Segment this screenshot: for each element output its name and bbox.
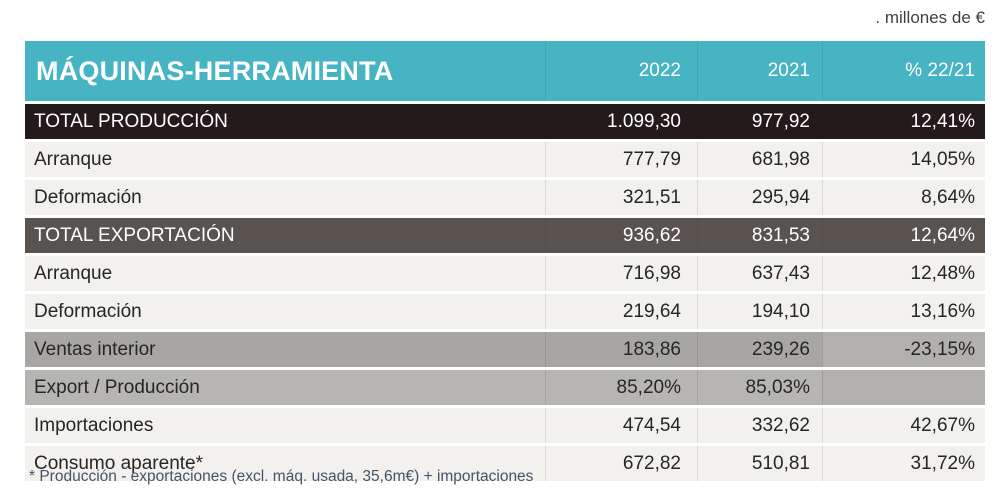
table-row-ventas-interior: Ventas interior 183,86 239,26 -23,15%: [25, 332, 985, 367]
value-pct-cell: 14,05%: [822, 142, 985, 177]
value-2021-cell: 637,43: [697, 256, 822, 291]
value-pct-cell: 12,41%: [822, 104, 985, 139]
column-header-2022: 2022: [545, 41, 697, 101]
table-row-total-produccion: TOTAL PRODUCCIÓN 1.099,30 977,92 12,41%: [25, 104, 985, 139]
table-row-arranque-produccion: Arranque 777,79 681,98 14,05%: [25, 142, 985, 177]
value-2022-cell: 321,51: [545, 180, 697, 215]
value-pct-cell: 13,16%: [822, 294, 985, 329]
data-table: MÁQUINAS-HERRAMIENTA 2022 2021 % 22/21 T…: [25, 38, 985, 484]
row-label-cell: Importaciones: [25, 408, 545, 443]
column-header-pct: % 22/21: [822, 41, 985, 101]
value-2021-cell: 332,62: [697, 408, 822, 443]
value-2021-cell: 239,26: [697, 332, 822, 367]
value-2022-cell: 1.099,30: [545, 104, 697, 139]
row-label-cell: Deformación: [25, 180, 545, 215]
value-pct-cell: [822, 370, 985, 405]
value-2021-cell: 681,98: [697, 142, 822, 177]
table-row-deformacion-exportacion: Deformación 219,64 194,10 13,16%: [25, 294, 985, 329]
value-pct-cell: 31,72%: [822, 446, 985, 481]
row-label-cell: Consumo aparente*: [25, 446, 545, 481]
table-title: MÁQUINAS-HERRAMIENTA: [25, 41, 545, 101]
row-label-cell: TOTAL PRODUCCIÓN: [25, 104, 545, 139]
row-label-cell: Deformación: [25, 294, 545, 329]
row-label-cell: Export / Producción: [25, 370, 545, 405]
value-2022-cell: 474,54: [545, 408, 697, 443]
value-2022-cell: 777,79: [545, 142, 697, 177]
value-pct-cell: -23,15%: [822, 332, 985, 367]
value-2021-cell: 295,94: [697, 180, 822, 215]
value-2021-cell: 85,03%: [697, 370, 822, 405]
value-pct-cell: 42,67%: [822, 408, 985, 443]
table-row-export-produccion: Export / Producción 85,20% 85,03%: [25, 370, 985, 405]
row-label-cell: Arranque: [25, 142, 545, 177]
table-row-deformacion-produccion: Deformación 321,51 295,94 8,64%: [25, 180, 985, 215]
table-row-total-exportacion: TOTAL EXPORTACIÓN 936,62 831,53 12,64%: [25, 218, 985, 253]
value-2022-cell: 85,20%: [545, 370, 697, 405]
table-row-importaciones: Importaciones 474,54 332,62 42,67%: [25, 408, 985, 443]
table-row-consumo-aparente: Consumo aparente* 672,82 510,81 31,72%: [25, 446, 985, 481]
value-2021-cell: 194,10: [697, 294, 822, 329]
value-pct-cell: 8,64%: [822, 180, 985, 215]
table-row-arranque-exportacion: Arranque 716,98 637,43 12,48%: [25, 256, 985, 291]
row-label-cell: Arranque: [25, 256, 545, 291]
value-2021-cell: 977,92: [697, 104, 822, 139]
row-label-cell: TOTAL EXPORTACIÓN: [25, 218, 545, 253]
value-2022-cell: 672,82: [545, 446, 697, 481]
value-2022-cell: 936,62: [545, 218, 697, 253]
column-header-2021: 2021: [697, 41, 822, 101]
footnote: * Producción - exportaciones (excl. máq.…: [29, 468, 534, 485]
value-2021-cell: 510,81: [697, 446, 822, 481]
unit-note: . millones de €: [875, 8, 985, 27]
value-pct-cell: 12,64%: [822, 218, 985, 253]
value-2022-cell: 219,64: [545, 294, 697, 329]
row-label-cell: Ventas interior: [25, 332, 545, 367]
value-2021-cell: 831,53: [697, 218, 822, 253]
table-header-row: MÁQUINAS-HERRAMIENTA 2022 2021 % 22/21: [25, 41, 985, 101]
value-pct-cell: 12,48%: [822, 256, 985, 291]
value-2022-cell: 183,86: [545, 332, 697, 367]
value-2022-cell: 716,98: [545, 256, 697, 291]
